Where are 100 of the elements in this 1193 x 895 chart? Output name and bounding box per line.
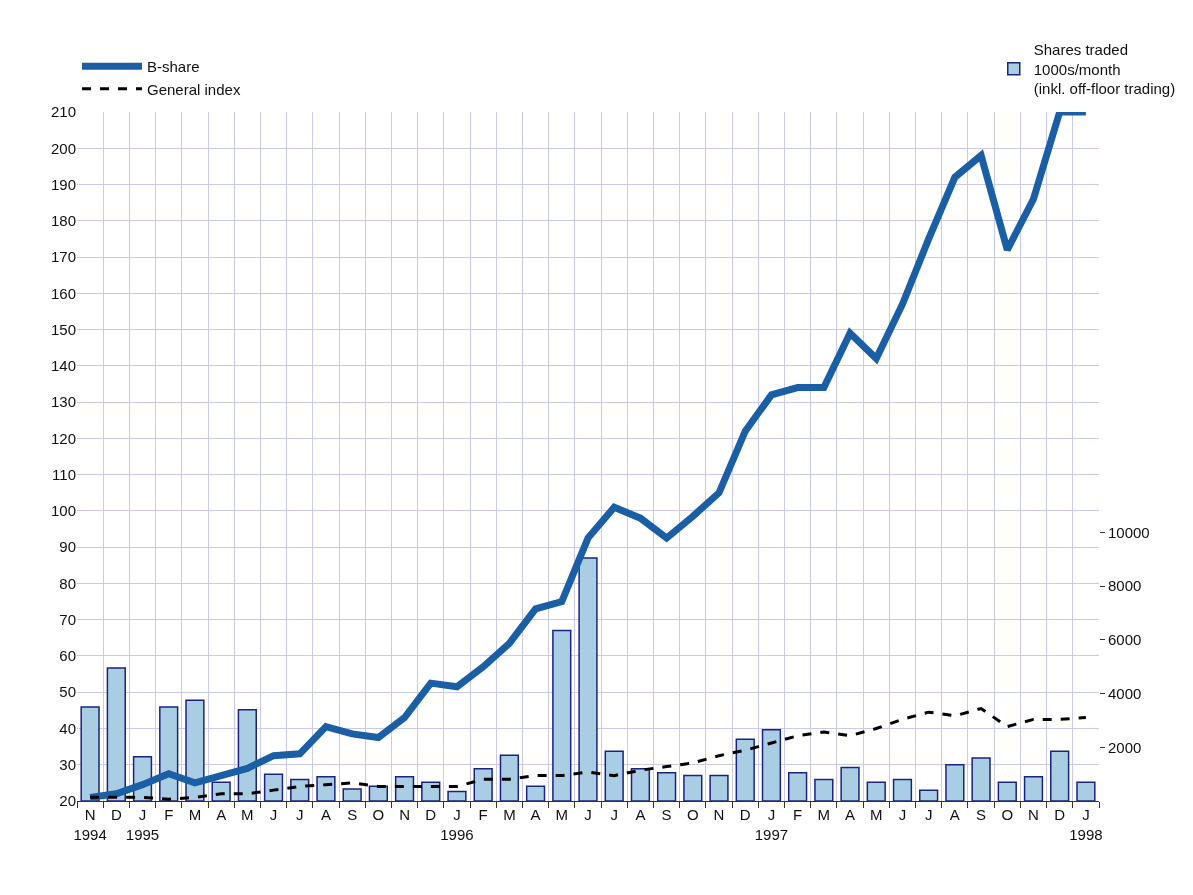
bar <box>866 781 886 801</box>
x-tick-label: M <box>241 806 254 823</box>
x-tick-label: M <box>817 806 831 823</box>
y-tick-label: 50 <box>59 683 76 701</box>
x-tick-label: J 1997 <box>754 806 789 843</box>
y-tick-label: 160 <box>50 284 76 302</box>
x-tick-label: F <box>164 806 174 823</box>
x-tick-label: O <box>1001 806 1014 823</box>
x-tick-label: J 1998 <box>1069 806 1103 843</box>
y-tick-label: 170 <box>50 248 76 266</box>
bar <box>1023 776 1044 801</box>
bar <box>919 789 939 801</box>
bar <box>945 764 965 801</box>
x-tick-label: D <box>1054 806 1066 823</box>
x-tick-label: A <box>530 806 541 823</box>
x-tick-label: N 1994 <box>73 806 107 843</box>
bar <box>709 774 729 801</box>
y-tick-label: 200 <box>50 139 76 157</box>
y2-tick-label: 6000 <box>1108 631 1142 649</box>
y-tick-label: 30 <box>59 755 76 773</box>
y-tick-label: 100 <box>50 502 76 520</box>
bar <box>447 790 467 801</box>
x-tick-label: D <box>425 806 437 823</box>
legend-label: Shares traded 1000s/month (inkl. off-floor trading) <box>1033 41 1176 98</box>
bar <box>368 785 389 801</box>
legend-label: B-share <box>147 58 200 76</box>
x-tick-label: S <box>976 806 987 823</box>
bar <box>892 778 913 801</box>
line-series <box>88 707 1088 801</box>
x-tick-label: N <box>1028 806 1039 823</box>
y2-tick-label: 4000 <box>1108 684 1142 702</box>
x-tick-label: J <box>924 806 933 823</box>
y-tick-label: 110 <box>52 465 76 483</box>
bar <box>316 776 336 801</box>
x-tick-label: J <box>295 806 304 823</box>
y2-tick-label: 8000 <box>1108 577 1142 595</box>
y-tick-label: 20 <box>59 792 76 810</box>
bar <box>421 781 441 801</box>
x-tick-label: D <box>110 806 122 823</box>
bar <box>630 768 651 801</box>
x-tick-label: J 1995 <box>125 806 160 843</box>
x-tick-label: S <box>347 806 358 823</box>
y-tick-label: 70 <box>59 610 76 628</box>
x-tick-label: O <box>686 806 699 823</box>
bar <box>971 757 991 801</box>
x-tick-label: D <box>739 806 751 823</box>
bar <box>735 738 755 801</box>
x-tick-label: M <box>555 806 569 823</box>
x-tick-label: F <box>793 806 803 823</box>
y-tick-label: 150 <box>50 320 76 338</box>
bar <box>394 776 415 801</box>
x-tick-label: O <box>372 806 385 823</box>
bar <box>80 706 100 801</box>
x-tick-label: M <box>188 806 202 823</box>
bar <box>473 768 493 801</box>
y-tick-label: 120 <box>50 429 76 447</box>
bar <box>263 773 284 801</box>
legend-label: General index <box>147 80 241 98</box>
bar <box>683 774 703 801</box>
x-tick-label: S <box>661 806 672 823</box>
bar <box>604 750 624 801</box>
bar <box>185 699 205 801</box>
x-tick-label: J 1996 <box>440 806 474 843</box>
bar <box>552 629 572 801</box>
y2-tick-label: 2000 <box>1108 738 1142 756</box>
y-tick-label: 180 <box>50 212 76 230</box>
y-tick-label: 40 <box>59 719 76 737</box>
y-tick-label: 130 <box>50 393 76 411</box>
bar <box>814 778 834 801</box>
y-tick-label: 90 <box>59 538 76 556</box>
bar <box>1076 781 1096 801</box>
y-tick-label: 190 <box>50 175 76 193</box>
x-tick-label: M <box>503 806 516 823</box>
bar <box>342 788 362 801</box>
x-tick-label: F <box>478 806 488 823</box>
x-tick-label: N <box>399 806 410 823</box>
bar <box>656 772 677 801</box>
bar <box>106 667 126 801</box>
bar <box>525 785 546 801</box>
bar <box>1050 750 1070 801</box>
x-tick-label: J <box>584 806 592 823</box>
x-tick-label: A <box>320 806 331 823</box>
x-tick-label: J <box>269 806 278 823</box>
bar <box>840 766 860 801</box>
bar <box>290 778 310 801</box>
y-tick-label: 210 <box>50 103 76 121</box>
x-tick-label: A <box>845 806 856 823</box>
y-tick-label: 140 <box>50 357 76 375</box>
x-tick-label: N <box>713 806 725 823</box>
y-tick-label: 60 <box>59 647 76 665</box>
bar <box>499 754 520 801</box>
bar <box>997 781 1017 801</box>
x-tick-label: J <box>610 806 618 823</box>
x-tick-label: A <box>216 806 227 823</box>
x-tick-label: J <box>898 806 907 823</box>
y2-tick-label: 10000 <box>1108 523 1150 541</box>
bar <box>787 772 808 801</box>
bar <box>761 729 782 801</box>
y-tick-label: 80 <box>59 574 76 592</box>
x-tick-label: A <box>949 806 960 823</box>
